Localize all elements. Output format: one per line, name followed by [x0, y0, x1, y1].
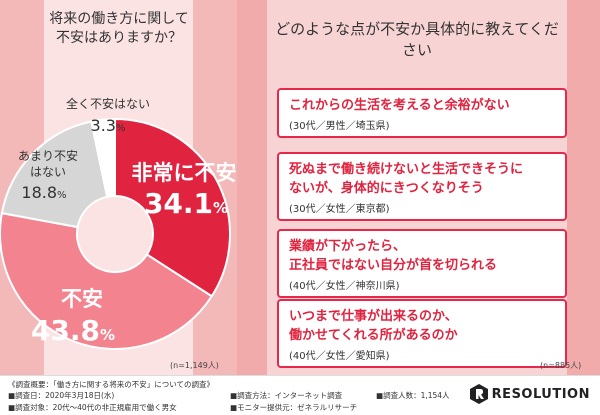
comment-text: 死ぬまで働き続けないと生活できそうに ないが、身体的にきつくなりそう [279, 154, 565, 198]
comment-text-line: 働かせてくれる所があるのか [289, 328, 458, 343]
sample-size-right: (n=885人) [540, 361, 582, 370]
comment-card: いつまで仕事が出来るのか、 働かせてくれる所があるのか (40代／女性／愛知県) [277, 299, 567, 368]
pie-slice-anxious [0, 211, 214, 350]
slice-label-not-anxious-at-all: 全く不安はない [66, 96, 150, 111]
sample-size-left: (n=1,149人) [170, 361, 219, 370]
comment-text-line: 正社員ではない自分が首を切られる [289, 258, 498, 273]
right-question: どのような点が不安か具体的に教えてください [275, 20, 559, 59]
comment-card: 業績が下がったら、正社員ではない自分が首を切られる (40代／女性／神奈川県) [277, 229, 567, 298]
left-question-line: 将来の働き方に関して [49, 11, 189, 27]
slice-value-anxious: 43.8% [31, 314, 115, 347]
pie-slice-not-anxious-at-all [90, 117, 116, 198]
slice-value-very-anxious: 34.1% [144, 187, 228, 220]
footer-provider: ■モニター提供元：ゼネラルリサーチ [230, 403, 358, 412]
logo-text: RESOLUTION [491, 386, 590, 402]
footer-method: ■調査方法：インターネット調査 [230, 391, 343, 400]
footer: 《調査概要：「働き方に関する将来の不安」についての調査》 ■調査日：2020年3… [0, 375, 600, 415]
comment-text: いつまで仕事が出来るのか、 働かせてくれる所があるのか [279, 301, 565, 345]
footer-target: ■調査対象：20代～40代の非正規雇用で働く男女 [8, 403, 177, 412]
slice-label-very-anxious: 非常に不安 [132, 161, 237, 185]
comment-text-line: いつまで仕事が出来るのか、 [289, 309, 458, 324]
footer-count: ■調査人数：1,154人 [376, 391, 450, 400]
comment-text: 業績が下がったら、正社員ではない自分が首を切られる [279, 231, 565, 275]
comment-author: (30代／男性／埼玉県) [289, 121, 390, 132]
footer-date: ■調査日：2020年3月18日(水) [8, 391, 115, 400]
comment-text-line: ないが、身体的にきつくなりそう [289, 181, 484, 196]
footer-overview: 《調査概要：「働き方に関する将来の不安」についての調査》 [8, 380, 215, 389]
slice-label-not-very-anxious-line2: はない [30, 165, 66, 179]
comment-text-line: 業績が下がったら、 [289, 239, 407, 254]
comment-author: (40代／女性／神奈川県) [289, 281, 400, 292]
left-question: 将来の働き方に関して 不安はありますか？ [48, 10, 190, 48]
comment-author: (30代／女性／東京都) [289, 204, 390, 215]
slice-label-not-very-anxious: あまり不安 [18, 148, 78, 163]
pie-slice-very-anxious [114, 117, 231, 298]
left-question-line: 不安はありますか？ [56, 30, 182, 46]
slice-value-not-very-anxious: 18.8% [21, 183, 66, 202]
comment-text-line: これからの生活を考えると余裕がない [289, 98, 510, 113]
decorative-stripe [567, 0, 600, 375]
resolution-logo-icon [469, 384, 488, 404]
slice-label-anxious: 不安 [61, 287, 103, 311]
comment-author: (40代／女性／愛知県) [289, 351, 390, 362]
comment-text-line: 死ぬまで働き続けないと生活できそうに [289, 162, 524, 177]
comment-card: 死ぬまで働き続けないと生活できそうに ないが、身体的にきつくなりそう (30代／女性… [277, 152, 567, 221]
comment-text: これからの生活を考えると余裕がない [279, 90, 565, 115]
resolution-logo: RESOLUTION [469, 384, 590, 404]
comment-card: これからの生活を考えると余裕がない (30代／男性／埼玉県) [277, 88, 567, 138]
decorative-stripe [237, 0, 267, 375]
slice-value-not-anxious-at-all: 3.3% [91, 116, 126, 135]
pie-slice-not-very-anxious [0, 120, 109, 229]
